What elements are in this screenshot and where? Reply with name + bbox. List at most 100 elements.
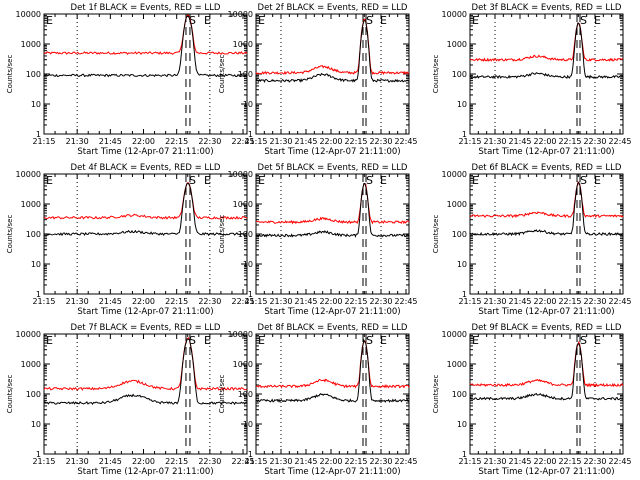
y-axis-label: Counts/sec bbox=[6, 55, 14, 94]
marker-label: E bbox=[258, 174, 265, 187]
marker-label: E bbox=[594, 174, 601, 187]
series-line-events bbox=[43, 182, 248, 237]
marker-label: E bbox=[46, 174, 53, 187]
series-line-events bbox=[470, 22, 624, 80]
y-tick-label: 100 bbox=[26, 70, 41, 79]
panel-det-8: Det 8f BLACK = Events, RED = LLD 1 10 100 10… bbox=[218, 323, 418, 477]
x-tick-label: 22:30 bbox=[583, 137, 606, 146]
y-tick-label: 10000 bbox=[228, 10, 253, 19]
panel-title: Det 9f BLACK = Events, RED = LLD bbox=[472, 323, 622, 333]
y-tick-label: 1000 bbox=[447, 200, 467, 209]
x-axis-label: Start Time (12-Apr-07 21:11:00) bbox=[264, 467, 400, 477]
x-tick-label: 21:30 bbox=[483, 137, 506, 146]
x-tick-label: 21:15 bbox=[32, 457, 55, 466]
marker-label: E bbox=[472, 174, 479, 187]
marker-label: E bbox=[472, 14, 479, 27]
x-tick-label: 22:45 bbox=[231, 457, 254, 466]
x-tick-label: 22:45 bbox=[394, 457, 417, 466]
series-line-events bbox=[43, 15, 247, 78]
x-tick-label: 21:15 bbox=[32, 297, 55, 306]
marker-label: E bbox=[380, 174, 387, 187]
y-tick-label: 100 bbox=[452, 230, 467, 239]
panel-title: Det 7f BLACK = Events, RED = LLD bbox=[71, 323, 221, 333]
y-tick-label: 100 bbox=[452, 390, 467, 399]
y-tick-label: 1 bbox=[462, 130, 467, 139]
y-tick-label: 100 bbox=[238, 390, 253, 399]
marker-label: E bbox=[204, 14, 211, 27]
x-tick-label: 21:30 bbox=[66, 137, 89, 146]
x-tick-label: 22:15 bbox=[558, 297, 581, 306]
y-tick-label: 10 bbox=[243, 420, 253, 429]
panel-det-5: Det 5f BLACK = Events, RED = LLD 1 10 100 10… bbox=[218, 163, 418, 317]
x-tick-label: 22:45 bbox=[231, 137, 254, 146]
x-tick-label: 22:30 bbox=[369, 137, 392, 146]
y-tick-label: 10000 bbox=[442, 330, 467, 339]
x-axis-label: Start Time (12-Apr-07 21:11:00) bbox=[478, 307, 614, 317]
x-tick-label: 22:30 bbox=[198, 137, 221, 146]
y-tick-label: 100 bbox=[26, 230, 41, 239]
x-tick-label: 21:45 bbox=[294, 137, 317, 146]
panel-det-6: Det 6f BLACK = Events, RED = LLD 1 10 100 10… bbox=[432, 163, 632, 317]
series-line-events bbox=[469, 181, 624, 237]
x-axis-label: Start Time (12-Apr-07 21:11:00) bbox=[264, 147, 400, 157]
panel-det-9: Det 9f BLACK = Events, RED = LLD 1 10 100 10… bbox=[432, 323, 632, 477]
x-tick-label: 21:30 bbox=[66, 457, 89, 466]
panel-title: Det 1f BLACK = Events, RED = LLD bbox=[71, 3, 221, 13]
x-tick-label: 22:30 bbox=[583, 457, 606, 466]
x-tick-label: 22:00 bbox=[319, 457, 342, 466]
x-tick-label: 22:00 bbox=[132, 137, 155, 146]
y-axis-label: Counts/sec bbox=[432, 215, 440, 254]
marker-label: E bbox=[380, 14, 387, 27]
x-tick-label: 21:15 bbox=[244, 137, 267, 146]
x-tick-label: 21:15 bbox=[244, 297, 267, 306]
y-tick-label: 10 bbox=[457, 420, 467, 429]
y-tick-label: 10 bbox=[243, 260, 253, 269]
x-tick-label: 21:45 bbox=[99, 297, 122, 306]
x-tick-label: 22:15 bbox=[165, 137, 188, 146]
x-tick-label: 22:30 bbox=[369, 457, 392, 466]
marker-label: E bbox=[258, 334, 265, 347]
x-tick-label: 21:15 bbox=[458, 297, 481, 306]
panel-title: Det 2f BLACK = Events, RED = LLD bbox=[258, 3, 408, 13]
marker-label: S bbox=[189, 14, 196, 27]
y-tick-label: 1 bbox=[248, 290, 253, 299]
panel-det-7: Det 7f BLACK = Events, RED = LLD 1 10 100 10… bbox=[6, 323, 255, 477]
x-tick-label: 22:45 bbox=[608, 137, 631, 146]
panel-title: Det 6f BLACK = Events, RED = LLD bbox=[472, 163, 622, 173]
x-tick-label: 21:45 bbox=[508, 137, 531, 146]
y-tick-label: 10 bbox=[31, 260, 41, 269]
x-tick-label: 22:15 bbox=[344, 297, 367, 306]
x-axis-label: Start Time (12-Apr-07 21:11:00) bbox=[77, 307, 213, 317]
x-tick-label: 22:00 bbox=[132, 297, 155, 306]
plot-frame bbox=[43, 333, 248, 455]
x-tick-label: 21:30 bbox=[483, 297, 506, 306]
y-tick-label: 1000 bbox=[21, 360, 41, 369]
y-axis-label: Counts/sec bbox=[432, 55, 440, 94]
x-tick-label: 22:30 bbox=[198, 457, 221, 466]
y-tick-label: 1000 bbox=[233, 40, 253, 49]
y-tick-label: 10000 bbox=[228, 170, 253, 179]
x-tick-label: 22:30 bbox=[369, 297, 392, 306]
x-tick-label: 22:00 bbox=[319, 137, 342, 146]
panel-det-2: Det 2f BLACK = Events, RED = LLD 1 10 100 10… bbox=[218, 3, 418, 157]
y-axis-label: Counts/sec bbox=[6, 215, 14, 254]
marker-label: E bbox=[204, 174, 211, 187]
y-tick-label: 10000 bbox=[16, 10, 41, 19]
x-tick-label: 22:15 bbox=[558, 137, 581, 146]
marker-label: S bbox=[189, 174, 196, 187]
y-tick-label: 100 bbox=[452, 70, 467, 79]
x-tick-label: 21:45 bbox=[99, 457, 122, 466]
y-tick-label: 10000 bbox=[16, 170, 41, 179]
x-tick-label: 21:15 bbox=[244, 457, 267, 466]
panel-title: Det 4f BLACK = Events, RED = LLD bbox=[71, 163, 221, 173]
plot-frame bbox=[255, 333, 410, 455]
x-tick-label: 22:00 bbox=[533, 137, 556, 146]
series-line-lld bbox=[43, 182, 248, 220]
x-tick-label: 21:15 bbox=[458, 137, 481, 146]
y-tick-label: 100 bbox=[26, 390, 41, 399]
x-axis-label: Start Time (12-Apr-07 21:11:00) bbox=[77, 467, 213, 477]
x-tick-label: 22:45 bbox=[394, 137, 417, 146]
marker-label: E bbox=[472, 334, 479, 347]
y-axis-label: Counts/sec bbox=[218, 55, 226, 94]
y-tick-label: 1 bbox=[248, 130, 253, 139]
